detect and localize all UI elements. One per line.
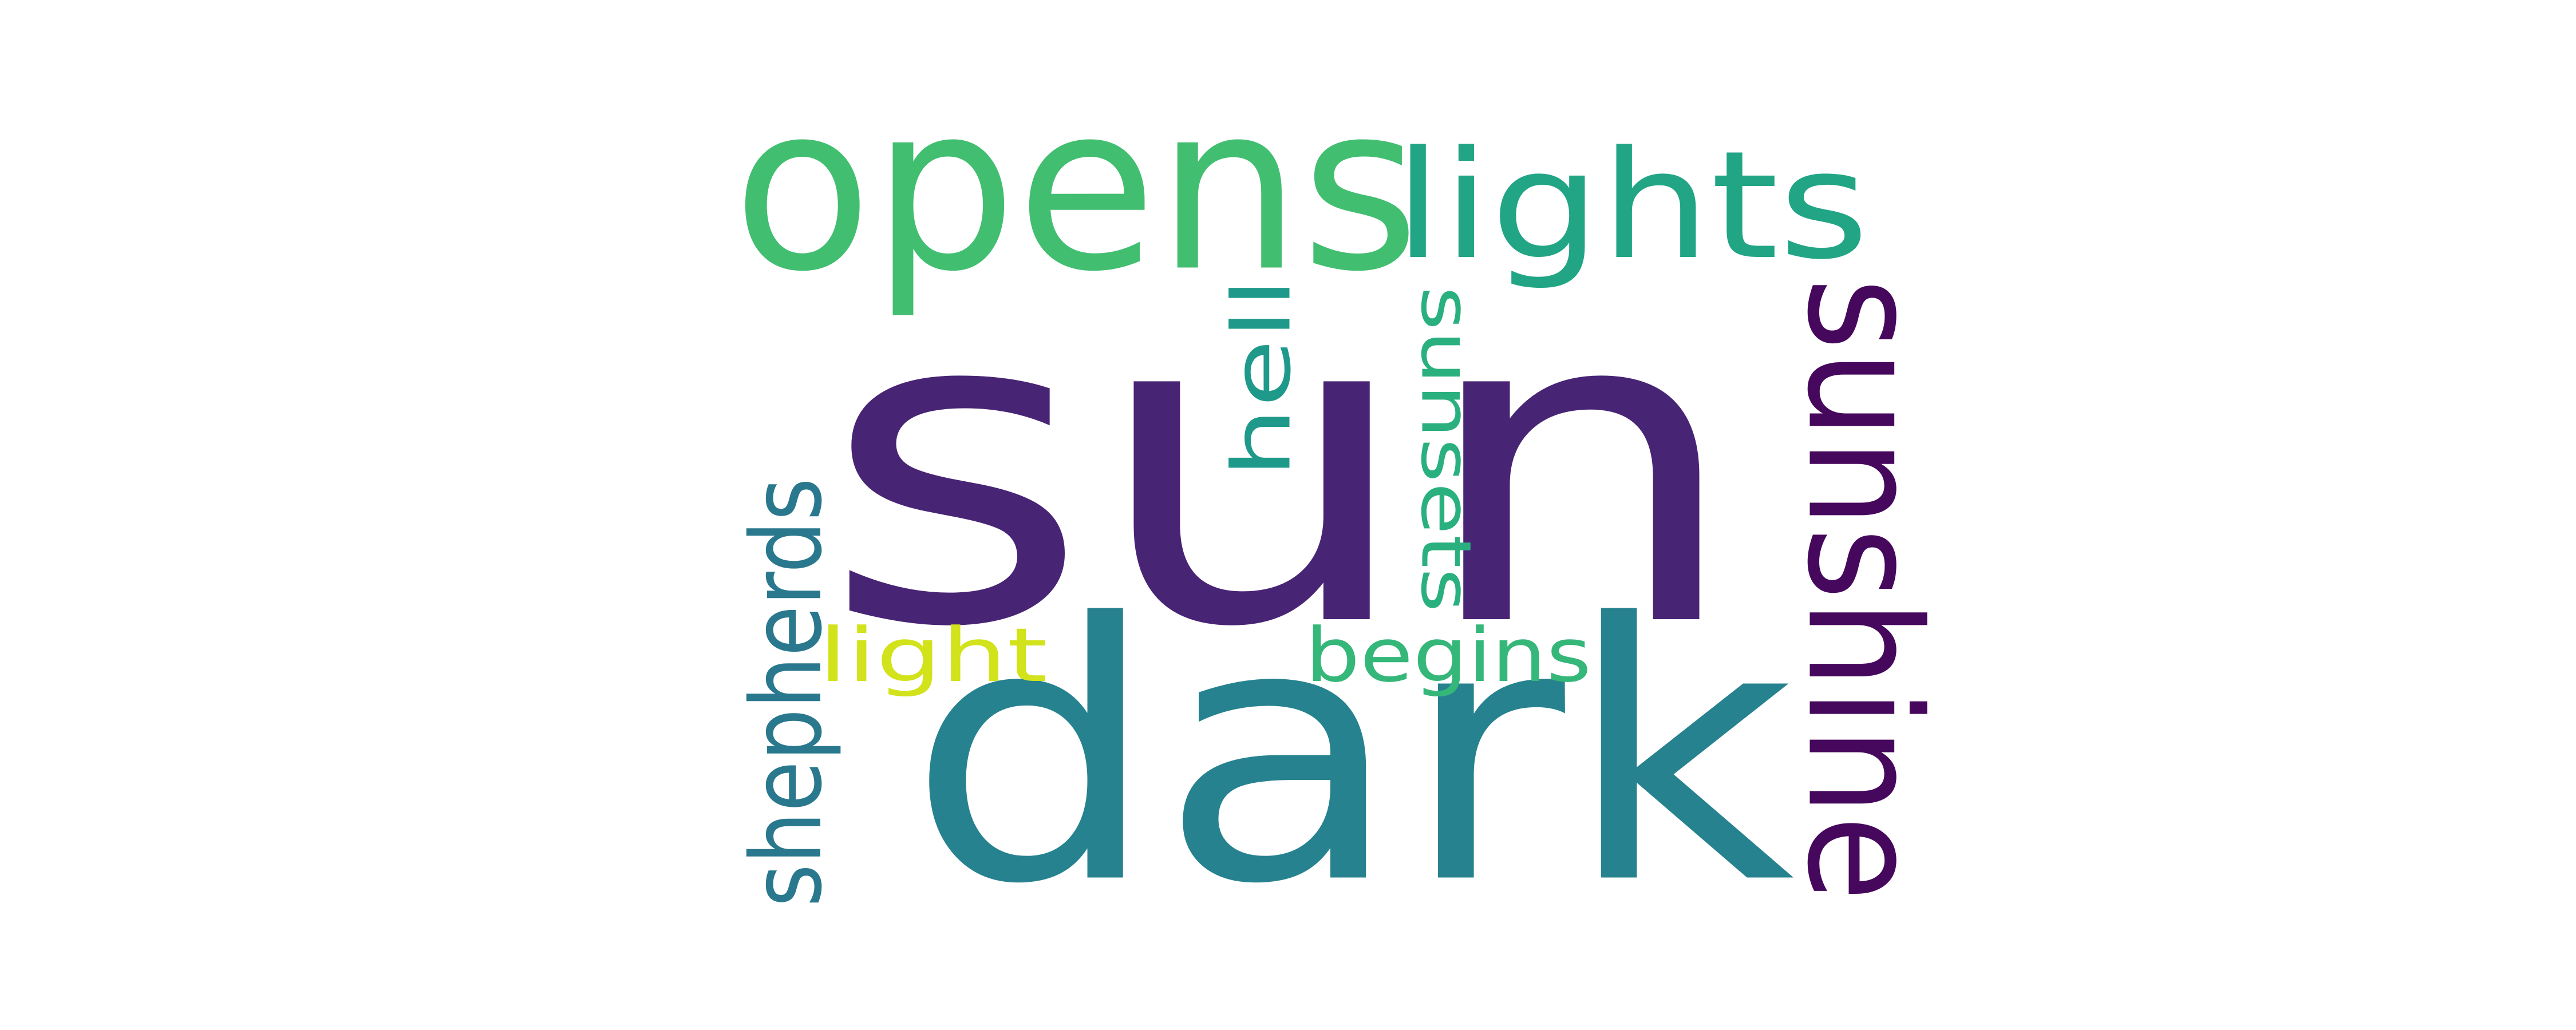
word-hell: hell: [1216, 278, 1309, 478]
word-sunsets: sunsets: [1406, 286, 1485, 612]
word-opens: opens: [733, 56, 1420, 322]
word-light: light: [819, 612, 1048, 699]
word-sunshine: sunshine: [1773, 278, 1954, 901]
word-lights: lights: [1394, 120, 1869, 292]
word-cloud-words: sun dark opens lights sunshine shepherds…: [730, 56, 1954, 962]
word-shepherds: shepherds: [730, 478, 844, 907]
word-begins: begins: [1305, 612, 1591, 699]
word-sun: sun: [821, 216, 1743, 722]
word-dark: dark: [907, 549, 1795, 962]
